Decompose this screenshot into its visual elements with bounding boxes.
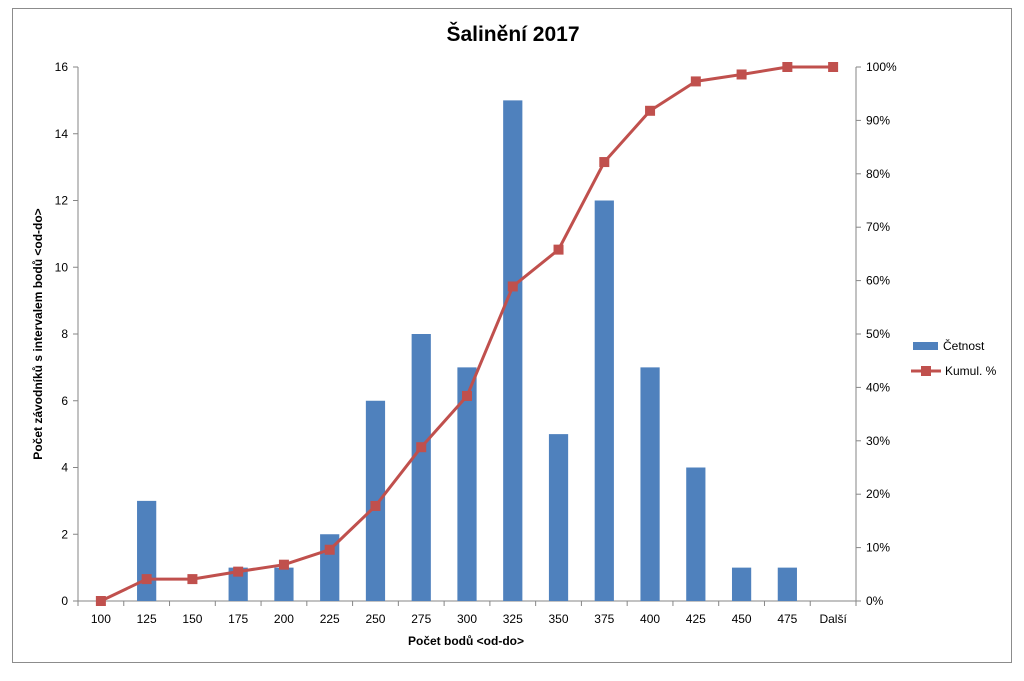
y-tick-label: 10 — [55, 260, 69, 274]
y-tick-label: 14 — [55, 127, 69, 141]
x-tick-label: 200 — [274, 612, 294, 626]
cumulative-point — [416, 442, 427, 453]
y2-tick-label: 0% — [866, 594, 884, 608]
y2-tick-label: 30% — [866, 434, 890, 448]
x-tick-label: 150 — [182, 612, 202, 626]
y-tick-label: 4 — [61, 461, 68, 475]
x-tick-label: 100 — [91, 612, 111, 626]
cumulative-point — [324, 544, 335, 555]
x-tick-label: 425 — [686, 612, 706, 626]
cumulative-point — [233, 566, 244, 577]
legend-label-cetnost: Četnost — [943, 338, 985, 353]
y-tick-label: 8 — [61, 327, 68, 341]
x-tick-label: 450 — [732, 612, 752, 626]
bar — [365, 400, 386, 601]
x-tick-label: 300 — [457, 612, 477, 626]
cumulative-point — [553, 244, 564, 255]
cumulative-point — [782, 62, 793, 72]
cumulative-point — [828, 62, 839, 72]
x-tick-label: 175 — [228, 612, 248, 626]
cumulative-point — [95, 596, 106, 606]
x-tick-label: 400 — [640, 612, 660, 626]
bar — [411, 334, 431, 601]
x-tick-label: Další — [819, 612, 847, 626]
bar — [503, 100, 523, 601]
bar — [137, 500, 157, 601]
legend: Četnost Kumul. % — [911, 338, 997, 378]
cumulative-point — [370, 500, 381, 511]
bar — [686, 467, 706, 601]
legend-swatch-cetnost — [913, 342, 938, 350]
bar — [731, 567, 752, 601]
y-tick-label: 2 — [61, 527, 68, 541]
y2-tick-label: 70% — [866, 220, 890, 234]
y-tick-label: 6 — [61, 394, 68, 408]
y2-tick-label: 20% — [866, 487, 890, 501]
x-tick-label: 350 — [549, 612, 569, 626]
cumulative-point — [462, 390, 472, 401]
x-tick-label: 325 — [503, 612, 523, 626]
bar — [777, 567, 797, 601]
cumulative-point — [278, 559, 289, 570]
y2-tick-label: 100% — [866, 60, 897, 74]
bar — [640, 367, 660, 601]
cumulative-point — [736, 69, 747, 80]
x-tick-label: 475 — [777, 612, 797, 626]
x-tick-label: 250 — [365, 612, 385, 626]
chart-canvas: Šalinění 2017 0 2 4 6 8 10 12 14 16 0% 10% 20% 30% 40… — [31, 22, 997, 648]
cumulative-point — [507, 281, 518, 292]
bar — [594, 200, 614, 601]
x-tick-label: 275 — [411, 612, 431, 626]
chart-frame: Šalinění 2017 0 2 4 6 8 10 12 14 16 0% 10% 20% 30% 40… — [12, 8, 1012, 663]
y2-tick-label: 50% — [866, 327, 890, 341]
chart-title: Šalinění 2017 — [446, 22, 579, 46]
y-tick-label: 16 — [55, 60, 69, 74]
y2-tick-label: 90% — [866, 113, 890, 127]
bar — [457, 367, 477, 601]
bar — [274, 567, 294, 601]
y-axis-title: Počet závodníků s intervalem bodů <od-do… — [31, 208, 45, 459]
y2-tick-label: 60% — [866, 274, 890, 288]
cumulative-point — [141, 574, 152, 585]
y2-tick-label: 80% — [866, 167, 890, 181]
x-tick-label: 125 — [137, 612, 157, 626]
legend-label-kumul: Kumul. % — [945, 364, 997, 378]
cumulative-point — [645, 105, 656, 116]
plot-area: 0 2 4 6 8 10 12 14 16 0% 10% 20% 30% 40% 50% 60% 70% 80% 9… — [55, 60, 897, 626]
legend-marker-kumul — [921, 366, 931, 376]
bar — [548, 434, 569, 601]
cumulative-point — [187, 574, 198, 585]
y2-tick-label: 10% — [866, 541, 890, 555]
x-axis-title: Počet bodů <od-do> — [408, 634, 524, 648]
x-tick-label: 225 — [320, 612, 340, 626]
y-tick-label: 12 — [55, 194, 69, 208]
cumulative-point — [599, 157, 610, 168]
y-tick-label: 0 — [61, 594, 68, 608]
y2-tick-label: 40% — [866, 380, 890, 394]
x-tick-label: 375 — [594, 612, 614, 626]
cumulative-point — [690, 76, 701, 87]
